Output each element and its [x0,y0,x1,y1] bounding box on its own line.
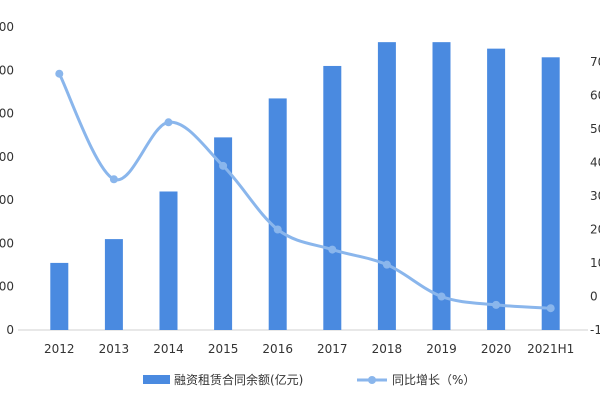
legend-bar-swatch [143,375,170,384]
y-left-tick-label: 20000 [0,236,14,250]
y-left-tick-label: 70000 [0,20,14,34]
bar-2013 [104,239,123,330]
growth-point-2017 [328,245,337,254]
bar-2014 [159,191,178,330]
y-right-tick-label: 40 [590,156,600,170]
legend-line-marker [368,376,376,384]
y-left-tick-label: 50000 [0,107,14,121]
bar-2020 [487,48,506,331]
y-right-tick-label: 20 [590,223,600,237]
x-tick-label: 2020 [481,342,512,356]
growth-point-2012 [55,69,64,78]
legend-bar-label: 融资租赁合同余额(亿元) [174,372,303,387]
growth-point-2013 [109,175,118,184]
growth-point-2018 [382,260,391,269]
y-left-tick-label: 40000 [0,150,14,164]
y-right-tick-label: 30 [590,189,600,203]
bar-2021H1 [541,57,560,331]
x-tick-label: 2012 [44,342,75,356]
bar-2019 [432,42,451,331]
y-right-tick-label: 10 [590,256,600,270]
y-right-tick-label: 50 [590,122,600,136]
y-right-tick-label: 60 [590,89,600,103]
x-tick-label: 2019 [426,342,457,356]
bar-2016 [268,98,287,331]
y-left-tick-label: 60000 [0,63,14,77]
y-right-tick-label: 70 [590,55,600,69]
x-tick-label: 2015 [208,342,239,356]
bar-2018 [377,42,396,331]
y-left-tick-label: 30000 [0,193,14,207]
growth-line [57,73,551,310]
x-tick-label: 2018 [372,342,403,356]
growth-point-2016 [273,225,282,234]
x-tick-label: 2016 [262,342,293,356]
y-left-tick-label: 10000 [0,280,14,294]
growth-point-2020 [492,300,501,309]
x-tick-label: 2014 [153,342,184,356]
growth-point-2021H1 [546,304,555,313]
bar-2015 [214,137,233,330]
x-tick-label: 2021H1 [527,342,574,356]
bar-2017 [323,65,342,330]
bar-2012 [50,262,69,330]
legend-line-label: 同比增长（%） [392,373,475,387]
growth-point-2014 [164,118,173,127]
y-left-tick-label: 0 [6,323,14,337]
x-tick-label: 2013 [99,342,130,356]
growth-point-2019 [437,292,446,301]
x-tick-label: 2017 [317,342,348,356]
y-right-tick-label: 0 [590,290,598,304]
growth-point-2015 [219,161,228,170]
y-right-tick-label: -10 [590,323,600,337]
